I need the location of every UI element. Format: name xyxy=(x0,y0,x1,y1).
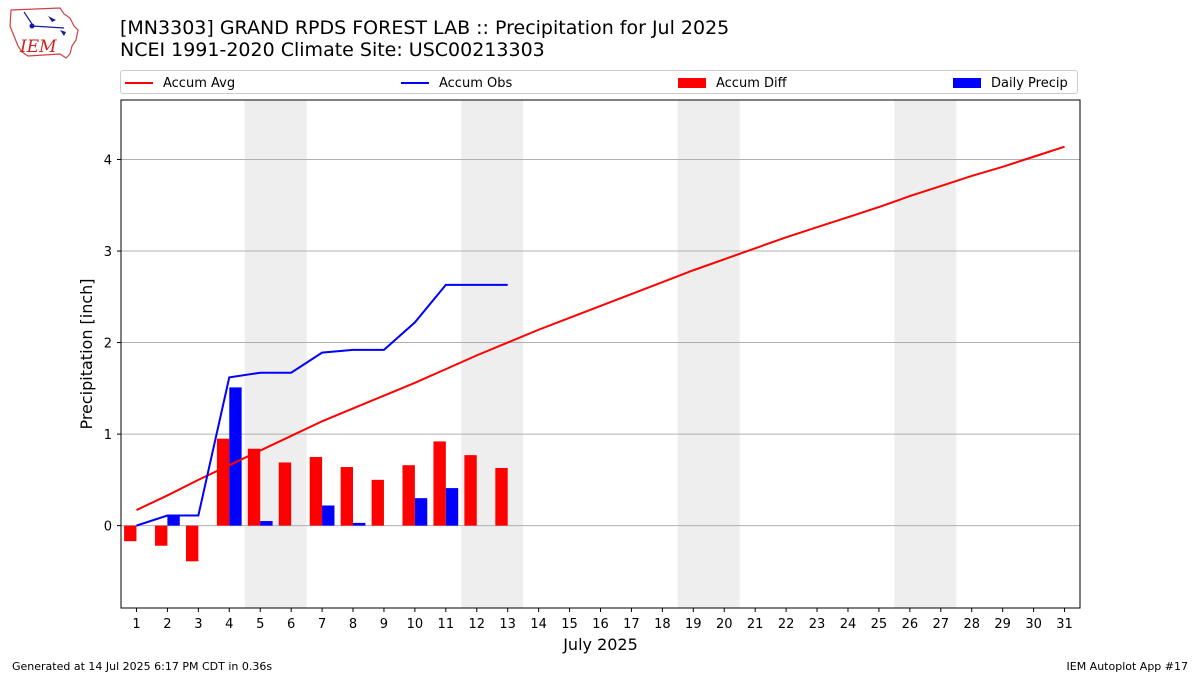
bar-daily-precip-day-10 xyxy=(414,498,428,526)
iem-logo: IEM xyxy=(8,6,80,60)
bar-daily-precip-day-7 xyxy=(322,505,335,526)
weekend-shading xyxy=(244,100,957,608)
y-tick-label: 1 xyxy=(104,428,112,443)
bar-accum-diff-day-4 xyxy=(216,438,230,526)
bar-accum-diff-day-11 xyxy=(433,441,446,526)
chart-title: [MN3303] GRAND RPDS FOREST LAB :: Precip… xyxy=(120,17,729,61)
x-tick-label: 26 xyxy=(902,617,919,632)
weekend-band-1 xyxy=(244,100,307,608)
bar-accum-diff-day-10 xyxy=(402,465,415,526)
x-tick-label: 5 xyxy=(256,617,264,632)
x-tick-label: 9 xyxy=(380,617,388,632)
x-tick-label: 21 xyxy=(747,617,764,632)
line-accum-avg xyxy=(136,145,1065,511)
legend-item-accum-obs: Accum Obs xyxy=(401,74,512,92)
bar-accum-diff-day-3 xyxy=(185,525,199,562)
bar-accum-diff-day-6 xyxy=(278,462,292,526)
bar-daily-precip-day-4 xyxy=(229,387,242,526)
bar-accum-diff-day-2 xyxy=(155,525,168,546)
bars-layer xyxy=(124,387,508,562)
x-tick-label: 3 xyxy=(194,617,202,632)
x-tick-label: 1 xyxy=(132,617,140,632)
generated-timestamp: Generated at 14 Jul 2025 6:17 PM CDT in … xyxy=(12,660,273,673)
x-axis-label: July 2025 xyxy=(562,635,638,654)
legend-item-daily-precip: Daily Precip xyxy=(953,74,1068,92)
chart-legend: Accum Avg Accum Obs Accum Diff Daily Pre… xyxy=(120,70,1078,94)
x-tick-label: 31 xyxy=(1056,617,1073,632)
legend-label-accum-diff: Accum Diff xyxy=(716,75,787,91)
bar-daily-precip-day-2 xyxy=(167,515,180,526)
legend-swatch-accum-avg xyxy=(125,82,153,84)
x-tick-label: 6 xyxy=(287,617,295,632)
x-tick-label: 19 xyxy=(685,617,702,632)
legend-item-accum-avg: Accum Avg xyxy=(125,74,235,92)
y-axis-label: Precipitation [inch] xyxy=(77,278,96,429)
logo-text: IEM xyxy=(19,37,57,57)
bar-accum-diff-day-9 xyxy=(371,479,384,526)
y-axis-ticks: 0 1 2 3 4 xyxy=(104,153,121,535)
x-tick-label: 23 xyxy=(809,617,826,632)
title-line-1: [MN3303] GRAND RPDS FOREST LAB :: Precip… xyxy=(120,17,730,39)
bar-accum-diff-day-12 xyxy=(464,455,477,526)
y-tick-label: 4 xyxy=(104,153,112,168)
x-tick-label: 29 xyxy=(994,617,1011,632)
x-axis-ticks: 1 2 3 4 5 6 7 8 9 10 11 12 13 14 15 16 17 18 19 20 21 22 23 24 2… xyxy=(132,608,1073,632)
bar-accum-diff-day-5 xyxy=(247,448,261,526)
line-accum-obs xyxy=(136,283,508,527)
weekend-band-2 xyxy=(461,100,524,608)
bar-accum-diff-day-1 xyxy=(124,525,137,542)
app-label: IEM Autoplot App #17 xyxy=(1066,660,1189,673)
x-tick-label: 2 xyxy=(163,617,171,632)
legend-label-accum-avg: Accum Avg xyxy=(163,75,236,91)
x-tick-label: 13 xyxy=(499,617,516,632)
title-line-2: NCEI 1991-2020 Climate Site: USC00213303 xyxy=(120,39,545,61)
legend-label-accum-obs: Accum Obs xyxy=(439,75,513,91)
x-tick-label: 28 xyxy=(963,617,980,632)
x-tick-label: 27 xyxy=(933,617,950,632)
x-tick-label: 30 xyxy=(1025,617,1042,632)
x-tick-label: 4 xyxy=(225,617,233,632)
x-tick-label: 18 xyxy=(654,617,671,632)
bar-daily-precip-day-5 xyxy=(260,521,273,526)
y-tick-label: 2 xyxy=(104,337,112,352)
x-tick-label: 20 xyxy=(716,617,733,632)
x-tick-label: 12 xyxy=(468,617,485,632)
x-tick-label: 22 xyxy=(778,617,795,632)
weekend-band-3 xyxy=(677,100,740,608)
x-tick-label: 8 xyxy=(349,617,357,632)
legend-label-daily-precip: Daily Precip xyxy=(991,75,1068,91)
y-tick-label: 3 xyxy=(104,245,112,260)
x-tick-label: 16 xyxy=(592,617,609,632)
x-tick-label: 17 xyxy=(623,617,640,632)
x-tick-label: 14 xyxy=(530,617,547,632)
bar-daily-precip-day-11 xyxy=(445,488,459,526)
x-tick-label: 24 xyxy=(840,617,857,632)
bar-daily-precip-day-8 xyxy=(353,522,366,526)
x-tick-label: 7 xyxy=(318,617,326,632)
y-tick-label: 0 xyxy=(104,520,112,535)
bar-accum-diff-day-13 xyxy=(495,467,508,526)
x-tick-label: 11 xyxy=(438,617,455,632)
x-tick-label: 25 xyxy=(871,617,888,632)
bar-accum-diff-day-7 xyxy=(309,456,323,526)
weekend-band-4 xyxy=(894,100,957,608)
lines-layer xyxy=(136,145,1065,527)
legend-item-accum-diff: Accum Diff xyxy=(678,74,787,92)
x-tick-label: 15 xyxy=(561,617,578,632)
bar-accum-diff-day-8 xyxy=(340,467,354,526)
legend-swatch-daily-precip xyxy=(953,78,981,88)
legend-swatch-accum-diff xyxy=(678,78,706,88)
x-tick-label: 10 xyxy=(407,617,424,632)
legend-swatch-accum-obs xyxy=(401,82,429,84)
